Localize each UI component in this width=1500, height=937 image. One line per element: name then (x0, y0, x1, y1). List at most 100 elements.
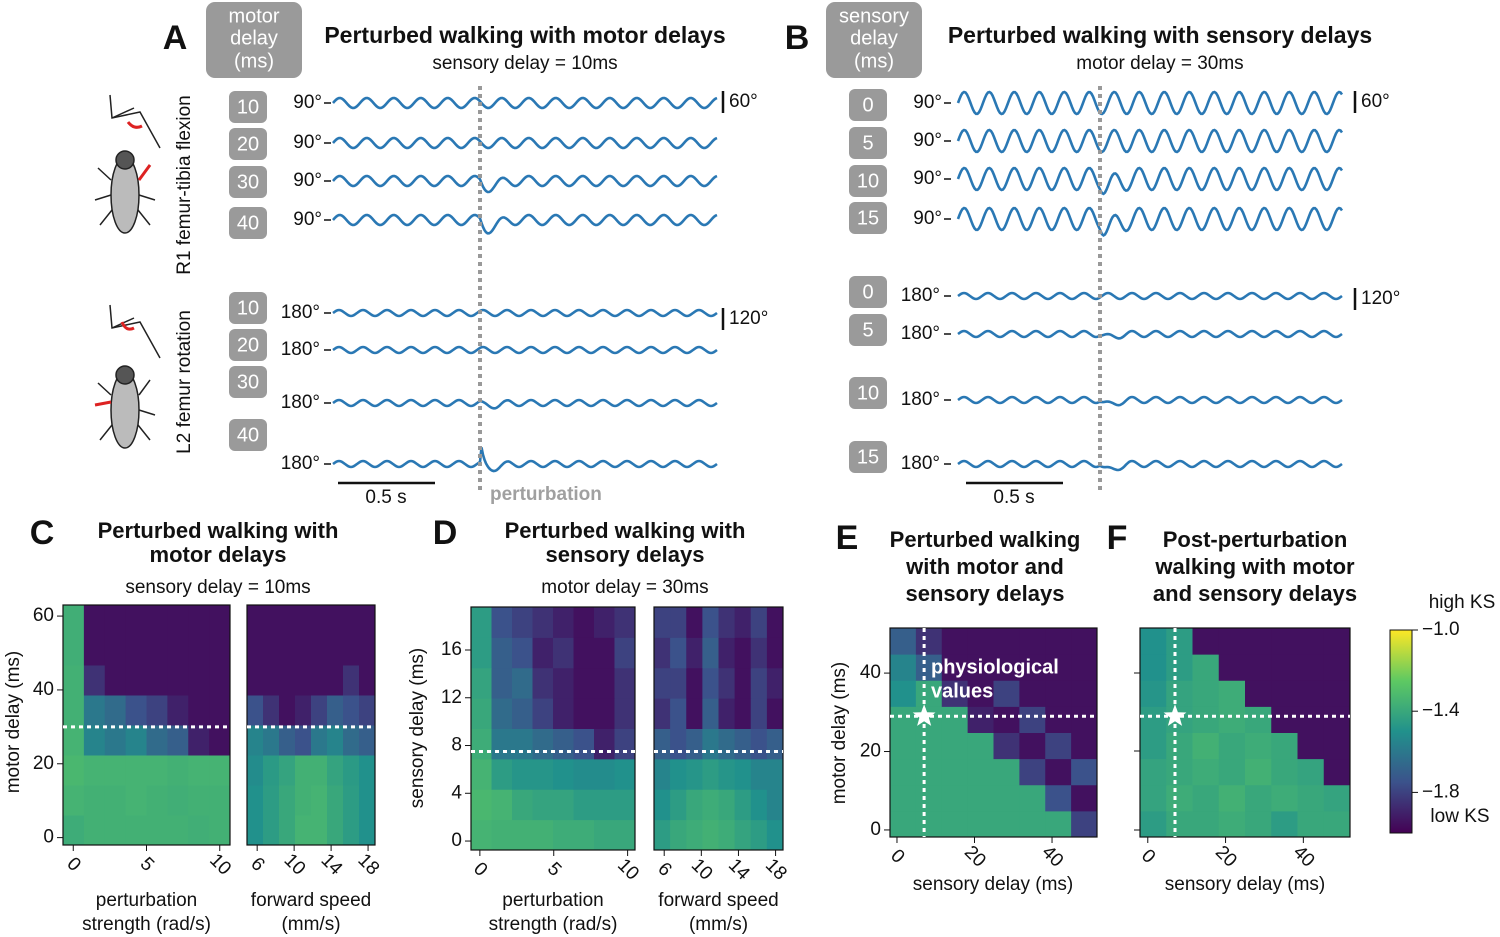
heat-cell (209, 725, 231, 756)
heat-cell (967, 680, 994, 707)
heat-cell (209, 695, 231, 726)
heat-cell (247, 635, 264, 666)
delay-label: 30 (237, 171, 259, 193)
heat-cell (532, 819, 554, 851)
delay-box (229, 166, 267, 198)
heat-cell (890, 706, 917, 733)
x-axis-label: (mm/s) (689, 914, 748, 935)
trace (956, 206, 1344, 238)
heat-cell (512, 758, 533, 790)
heat-cell (1071, 628, 1098, 655)
title: Perturbed walking (890, 527, 1081, 552)
heat-cell (614, 728, 636, 760)
x-axis-label: sensory delay (ms) (913, 874, 1074, 895)
heat-cell (512, 728, 533, 760)
x-axis-label: forward speed (251, 890, 371, 911)
heat-cell (63, 755, 85, 786)
heat-cell (1297, 732, 1325, 760)
heat-cell (343, 725, 360, 756)
trace (957, 291, 1343, 301)
scale-label: 120° (1361, 288, 1400, 309)
heat-cell (188, 815, 210, 846)
heat-cell (104, 605, 127, 636)
heat-cell (915, 810, 943, 838)
trace (957, 329, 1343, 340)
heat-cell (750, 758, 768, 790)
y-tick-label: 20 (860, 741, 881, 762)
heat-cell (532, 728, 554, 760)
heat-cell (1192, 628, 1220, 655)
heat-cell (327, 725, 344, 756)
heat-cell (1192, 758, 1220, 786)
heat-cell (1192, 680, 1220, 707)
heat-cell (670, 789, 687, 821)
heat-cell (532, 667, 554, 699)
heat-cell (734, 819, 752, 851)
y-tick-label: 12 (441, 687, 462, 708)
heat-cell (359, 635, 376, 666)
offset-label: 180° (901, 323, 940, 344)
heat-cell (146, 695, 168, 726)
trace (956, 166, 1344, 196)
delay-label: 30 (237, 371, 259, 393)
y-axis-label: sensory delay (ms) (407, 648, 428, 809)
x-tick-label: 18 (354, 850, 384, 880)
heat-cell (471, 789, 492, 821)
heat-cell (1140, 784, 1167, 812)
heat-cell (167, 665, 189, 696)
y-tick-label: 40 (860, 662, 881, 683)
heat-cell (941, 628, 969, 655)
heat-cell (512, 698, 533, 729)
heat-cell (1245, 654, 1272, 681)
heat-cell (614, 698, 636, 729)
heat-cell (104, 755, 127, 786)
heat-cell (491, 728, 513, 760)
offset-label: 90° (293, 209, 322, 230)
heat-cell (263, 785, 280, 816)
heat-cell (686, 728, 703, 760)
heat-cell (1166, 628, 1193, 655)
heat-cell (750, 789, 768, 821)
heat-cell (573, 789, 595, 821)
heat-cell (573, 637, 595, 669)
heat-cell (702, 728, 719, 760)
heat-cell (471, 667, 492, 699)
heat-cell (1045, 810, 1072, 838)
heat-cell (1323, 654, 1351, 681)
heat-cell (104, 665, 127, 696)
heat-cell (993, 810, 1020, 838)
delay-label: 10 (237, 96, 259, 118)
heat-cell (766, 667, 784, 699)
delay-box (229, 366, 267, 398)
heat-cell (670, 728, 687, 760)
heat-cell (1166, 732, 1193, 760)
title: sensory delays (906, 581, 1065, 606)
heat-cell (1218, 784, 1246, 812)
heat-cell (104, 635, 127, 666)
heat-cell (263, 635, 280, 666)
heat-cell (1071, 732, 1098, 760)
trace (332, 96, 718, 110)
heat-cell (1323, 758, 1351, 786)
panel-letter: F (1107, 519, 1128, 557)
x-tick-label: 0 (62, 853, 84, 875)
delay-box (849, 377, 887, 409)
heat-cell (188, 695, 210, 726)
heat-cell (532, 758, 554, 790)
heat-cell (343, 665, 360, 696)
heat-cell (104, 785, 127, 816)
heat-cell (915, 758, 943, 786)
heat-cell (471, 607, 492, 638)
x-axis-label: perturbation (96, 890, 197, 911)
heat-cell (967, 628, 994, 655)
heat-cell (1071, 784, 1098, 812)
title: Perturbed walking with sensory delays (948, 22, 1372, 48)
heat-cell (750, 819, 768, 851)
delay-label: 5 (862, 132, 873, 154)
x-tick-label: 5 (543, 858, 565, 880)
heat-cell (1192, 810, 1220, 838)
heat-cell (311, 665, 328, 696)
scale-label: 120° (729, 308, 768, 329)
heat-cell (1271, 784, 1298, 812)
heat-cell (553, 698, 574, 729)
